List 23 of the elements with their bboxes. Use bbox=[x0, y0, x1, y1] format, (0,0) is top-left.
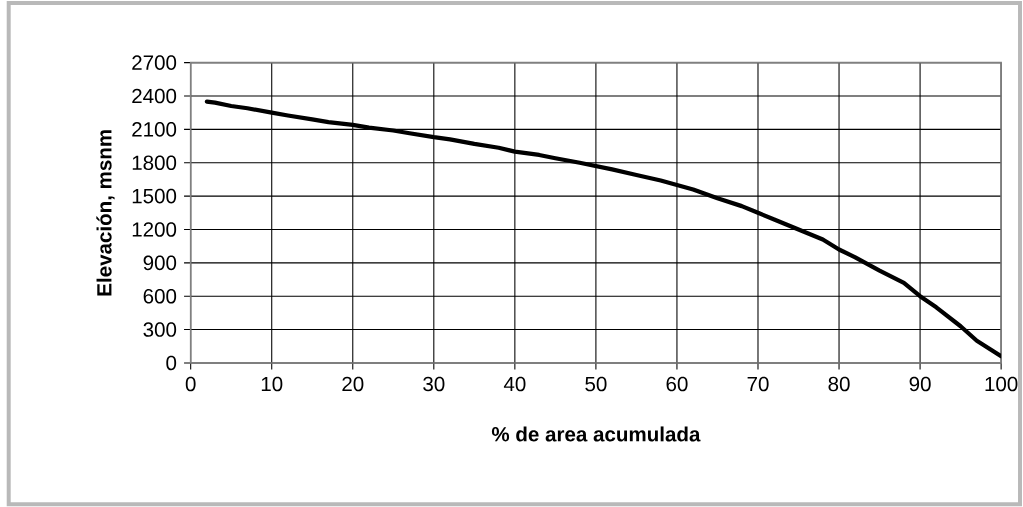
y-tick-label: 1200 bbox=[132, 222, 177, 237]
y-tick-label: 2700 bbox=[132, 55, 177, 70]
y-tick-label: 300 bbox=[143, 322, 177, 337]
x-tick-label: 70 bbox=[747, 376, 769, 392]
x-tick-label: 100 bbox=[985, 376, 1018, 392]
x-tick-label: 60 bbox=[666, 376, 688, 392]
x-tick-label: 80 bbox=[828, 376, 850, 392]
y-tick-label: 0 bbox=[166, 355, 177, 371]
x-axis-title: % de area acumulada bbox=[491, 426, 701, 442]
x-tick-label: 20 bbox=[342, 376, 364, 392]
y-tick-label: 1500 bbox=[132, 188, 177, 204]
x-tick-label: 30 bbox=[423, 376, 445, 392]
y-tick-label: 900 bbox=[143, 255, 177, 271]
y-axis-title: Elevación, msnm bbox=[96, 130, 115, 296]
y-tick-label: 600 bbox=[143, 288, 177, 304]
x-tick-label: 0 bbox=[185, 376, 196, 392]
x-tick-label: 10 bbox=[261, 376, 283, 392]
x-tick-label: 50 bbox=[585, 376, 607, 392]
x-tick-label: 90 bbox=[909, 376, 931, 392]
y-tick-label: 2100 bbox=[132, 122, 177, 137]
y-tick-label: 2400 bbox=[132, 88, 177, 104]
x-tick-label: 40 bbox=[503, 376, 526, 392]
y-tick-label: 1800 bbox=[132, 155, 177, 170]
